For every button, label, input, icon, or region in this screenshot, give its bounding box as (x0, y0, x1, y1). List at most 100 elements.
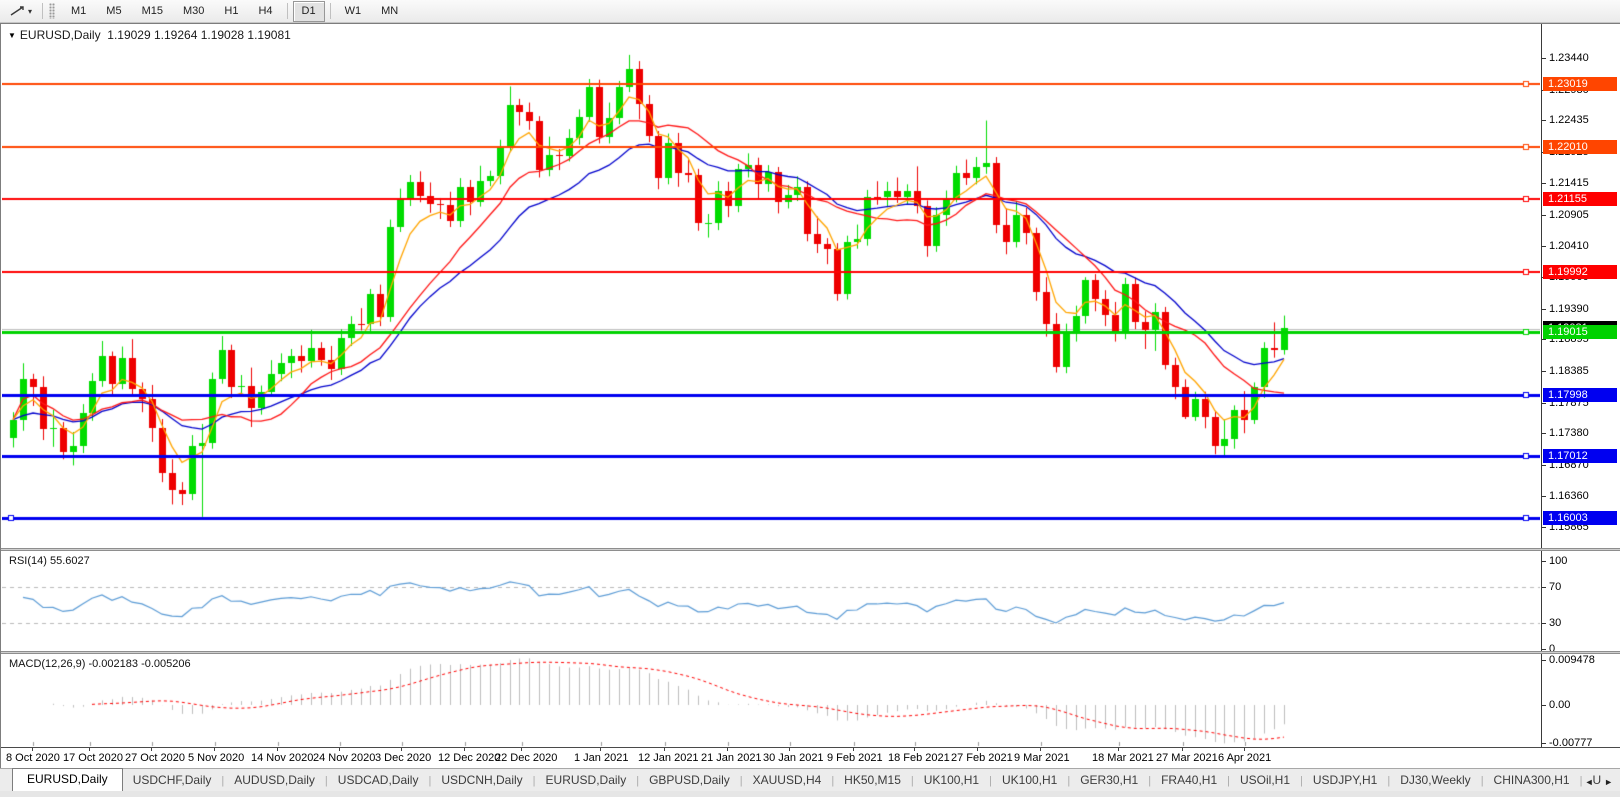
tab-divider: | (1579, 775, 1583, 787)
top-toolbar: ▾ M1 M5 M15 M30 H1 H4 D1 W1 MN (0, 0, 1620, 23)
rsi-axis-tick: 0 (1542, 642, 1555, 656)
chart-tab-china300-h1[interactable]: CHINA300,H1 (1493, 773, 1570, 787)
pane-divider-macd[interactable] (1, 651, 1620, 654)
pane-divider-rsi[interactable] (1, 548, 1620, 551)
tab-scroll-arrows[interactable]: ◄ ► (1584, 777, 1617, 787)
date-axis-label: 17 Oct 2020 (63, 748, 123, 764)
indicator-line-icon[interactable]: ▾ (4, 2, 38, 21)
chart-tab-eurusd-daily[interactable]: EURUSD,Daily (545, 773, 627, 787)
price-axis[interactable]: 1.234401.229301.224351.219251.214151.209… (1541, 24, 1620, 750)
level-price-label: 1.16003 (1543, 511, 1617, 526)
date-axis-label: 3 Dec 2020 (375, 748, 432, 764)
date-axis-label: 24 Nov 2020 (313, 748, 376, 764)
timeframe-button-d1[interactable]: D1 (292, 0, 325, 22)
toolbar-separator (286, 3, 288, 19)
price-chart-canvas[interactable] (2, 25, 1540, 747)
date-axis-label: 30 Jan 2021 (763, 748, 824, 764)
level-price-label: 1.17998 (1543, 387, 1617, 402)
date-axis-label: 27 Mar 2021 (1156, 748, 1218, 764)
chart-tab-active[interactable]: EURUSD,Daily (12, 768, 123, 791)
macd-axis-tick: 0.00 (1542, 698, 1570, 712)
price-axis-tick: 1.21415 (1542, 176, 1589, 190)
level-price-label: 1.23019 (1543, 77, 1617, 92)
macd-axis-tick: 0.009478 (1542, 653, 1595, 667)
chart-tab-usdcad-daily[interactable]: USDCAD,Daily (337, 773, 419, 787)
tab-divider: | (1480, 775, 1484, 787)
chart-tabbar: EURUSD,Daily USDCHF,Daily | AUDUSD,Daily | US… (0, 768, 1620, 791)
timeframe-button-w1[interactable]: W1 (344, 4, 362, 17)
chart-tab-ger30-h1[interactable]: GER30,H1 (1080, 773, 1139, 787)
tab-divider: | (1300, 775, 1303, 787)
tab-divider: | (831, 775, 835, 787)
price-axis-tick: 1.20905 (1542, 208, 1589, 222)
rsi-axis-tick: 70 (1542, 580, 1561, 594)
macd-indicator-label: MACD(12,26,9) -0.002183 -0.005206 (9, 658, 191, 670)
timeframe-buttons: M1 M5 M15 M30 H1 H4 D1 W1 MN (61, 0, 408, 22)
timeframe-button-h4[interactable]: H4 (258, 4, 273, 17)
tab-divider: | (532, 775, 536, 787)
rsi-indicator-label: RSI(14) 55.6027 (9, 555, 90, 567)
date-axis-label: 1 Jan 2021 (574, 748, 629, 764)
chart-tab-u[interactable]: U (1592, 773, 1602, 787)
tab-divider: | (221, 775, 225, 787)
level-price-label: 1.19015 (1543, 324, 1617, 339)
chart-tab-usoil-h1[interactable]: USOil,H1 (1239, 773, 1290, 787)
tab-divider: | (989, 775, 992, 787)
price-axis-tick: 1.20410 (1542, 239, 1589, 253)
chart-ohlc-values: 1.19029 1.19264 1.19028 1.19081 (107, 28, 291, 42)
date-axis-label: 18 Mar 2021 (1092, 748, 1154, 764)
chart-tab-gbpusd-daily[interactable]: GBPUSD,Daily (649, 773, 730, 787)
date-axis-label: 22 Dec 2020 (495, 748, 558, 764)
date-axis-label: 12 Jan 2021 (638, 748, 699, 764)
chart-tab-xauusd-h4[interactable]: XAUUSD,H4 (752, 773, 822, 787)
tab-divider: | (1387, 775, 1391, 787)
timeframe-button-m15[interactable]: M15 (141, 4, 163, 17)
tab-divider: | (636, 775, 640, 787)
price-axis-tick: 1.19390 (1542, 302, 1589, 316)
timeframe-button-m1[interactable]: M1 (71, 4, 87, 17)
chart-title: ▼ EURUSD,Daily 1.19029 1.19264 1.19028 1.… (8, 28, 291, 42)
chart-tab-uk100-h1[interactable]: UK100,H1 (923, 773, 980, 787)
tab-divider: | (324, 775, 328, 787)
chart-tab-usdcnh-daily[interactable]: USDCNH,Daily (441, 773, 523, 787)
chart-tab-usdchf-daily[interactable]: USDCHF,Daily (132, 773, 212, 787)
rsi-axis-tick: 100 (1542, 554, 1567, 568)
level-price-label: 1.17012 (1543, 449, 1617, 464)
toolbar-grip[interactable] (49, 3, 55, 19)
chart-tab-dj30-weekly[interactable]: DJ30,Weekly (1400, 773, 1471, 787)
date-axis-label: 21 Jan 2021 (701, 748, 762, 764)
timeframe-button-h1[interactable]: H1 (224, 4, 239, 17)
tab-divider: | (1148, 775, 1152, 787)
chart-tab-hk50-m15[interactable]: HK50,M15 (844, 773, 901, 787)
timeframe-button-mn[interactable]: MN (381, 4, 399, 17)
level-price-label: 1.21155 (1543, 192, 1617, 207)
timeframe-button-m5[interactable]: M5 (106, 4, 122, 17)
macd-axis-tick: -0.00777 (1542, 736, 1592, 750)
date-axis-label: 8 Oct 2020 (6, 748, 60, 764)
collapse-triangle-icon[interactable]: ▼ (8, 31, 16, 40)
tab-divider: | (1227, 775, 1230, 787)
price-axis-tick: 1.18385 (1542, 364, 1589, 378)
level-price-label: 1.19992 (1543, 264, 1617, 279)
date-axis-label: 9 Feb 2021 (827, 748, 883, 764)
date-axis-label: 14 Nov 2020 (251, 748, 314, 764)
toolbar-separator (329, 3, 331, 19)
date-axis-label: 9 Mar 2021 (1014, 748, 1070, 764)
chart-tab-usdjpy-h1[interactable]: USDJPY,H1 (1312, 773, 1378, 787)
chart-window: ▼ EURUSD,Daily 1.19029 1.19264 1.19028 1.… (0, 23, 1620, 768)
tab-divider: | (428, 775, 432, 787)
chart-tab-uk100-h1[interactable]: UK100,H1 (1001, 773, 1058, 787)
price-axis-tick: 1.17380 (1542, 426, 1589, 440)
timeframe-button-m30[interactable]: M30 (182, 4, 205, 17)
date-axis-label: 6 Apr 2021 (1218, 748, 1272, 764)
date-axis[interactable]: 8 Oct 2020 17 Oct 2020 27 Oct 2020 5 Nov 20… (1, 747, 1620, 768)
chart-tab-fra40-h1[interactable]: FRA40,H1 (1161, 773, 1218, 787)
tab-divider: | (1067, 775, 1071, 787)
date-axis-label: 18 Feb 2021 (888, 748, 950, 764)
status-strip (0, 791, 1620, 797)
chart-symbol-label: EURUSD,Daily (19, 28, 101, 42)
dropdown-caret-icon: ▾ (27, 6, 32, 16)
level-price-label: 1.22010 (1543, 139, 1617, 154)
chart-tab-audusd-daily[interactable]: AUDUSD,Daily (234, 773, 315, 787)
date-axis-label: 5 Nov 2020 (188, 748, 245, 764)
